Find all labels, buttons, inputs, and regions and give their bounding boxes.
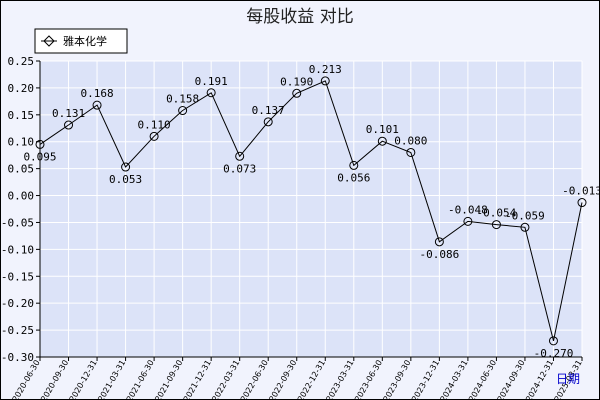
data-point — [178, 106, 188, 116]
data-label: 0.056 — [337, 171, 370, 184]
x-tick-label: 2022-12-31 — [296, 359, 327, 400]
y-tick-label: 0.10 — [8, 136, 35, 149]
y-tick-label: 0.25 — [8, 55, 35, 68]
data-label: 0.101 — [366, 123, 399, 136]
legend: 雅本化学 — [34, 28, 128, 54]
data-point — [35, 139, 45, 149]
data-label: 0.110 — [138, 118, 171, 131]
series-polyline — [39, 80, 583, 342]
data-label: -0.048 — [448, 203, 488, 216]
data-label: -0.059 — [505, 209, 545, 222]
legend-label: 雅本化学 — [63, 34, 107, 48]
x-tick-label: 2020-09-30 — [39, 359, 70, 400]
x-tick-label: 2021-12-31 — [182, 359, 213, 400]
data-label: -0.270 — [534, 347, 574, 360]
x-tick-label: 2020-12-31 — [68, 359, 99, 400]
data-point — [491, 220, 501, 230]
x-tick-label: 2024-09-30 — [496, 359, 527, 400]
data-labels: 0.095 0.131 0.168 0.053 0.110 0.158 0.191 0.073… — [23, 63, 600, 360]
data-label: 0.131 — [52, 107, 85, 120]
x-tick-label: 2024-12-31 — [524, 359, 555, 400]
data-point — [577, 198, 587, 208]
data-label: -0.013 — [562, 185, 600, 198]
y-tick-label: -0.15 — [1, 270, 34, 283]
plot-area — [40, 61, 582, 357]
data-point — [463, 216, 473, 226]
y-tick-label: -0.25 — [1, 324, 34, 337]
x-tick-label: 2023-09-30 — [382, 359, 413, 400]
y-tick-label: 0.05 — [8, 163, 35, 176]
data-point — [235, 151, 245, 161]
data-label: 0.190 — [280, 75, 313, 88]
x-tick-label: 2024-03-31 — [439, 359, 470, 400]
x-tick-label: 2024-06-30 — [467, 358, 498, 400]
data-point — [64, 120, 74, 130]
data-point — [406, 147, 416, 157]
y-tick-label: -0.10 — [1, 243, 34, 256]
y-tick-label: 0.15 — [8, 109, 35, 122]
data-point — [434, 237, 444, 247]
y-tick-label: -0.20 — [1, 297, 34, 310]
data-label: -0.054 — [477, 207, 517, 220]
data-point — [149, 131, 159, 141]
data-label: 0.137 — [252, 104, 285, 117]
data-label: 0.053 — [109, 173, 142, 186]
data-point — [121, 162, 131, 172]
x-tick-label: 2023-12-31 — [410, 359, 441, 400]
axes — [39, 61, 582, 358]
y-tick-label: -0.30 — [1, 351, 34, 364]
data-label: 0.080 — [394, 134, 427, 147]
data-point — [263, 117, 273, 127]
data-label: 0.191 — [195, 75, 228, 88]
data-point — [548, 336, 558, 346]
data-point — [520, 222, 530, 232]
x-tick-label: 2023-06-30 — [353, 359, 384, 400]
data-point — [292, 88, 302, 98]
legend-diamond-icon — [43, 35, 55, 47]
x-tick-label: 2022-09-30 — [267, 359, 298, 400]
x-tick-label: 2023-03-31 — [324, 359, 355, 400]
data-label: 0.158 — [166, 93, 199, 106]
data-point — [320, 76, 330, 86]
data-label: 0.073 — [223, 162, 256, 175]
y-tick-label: 0.20 — [8, 82, 35, 95]
y-tick-label: 0.00 — [8, 190, 35, 203]
data-label: -0.086 — [419, 248, 459, 261]
x-tick-label: 2021-03-31 — [96, 359, 127, 400]
chart-title: 每股收益 对比 — [246, 7, 353, 27]
y-tick-label: -0.05 — [1, 216, 34, 229]
x-tick-label: 2022-06-30 — [239, 359, 270, 400]
data-label: 0.213 — [309, 63, 342, 76]
x-tick-label: 2022-03-31 — [210, 359, 241, 400]
series-line — [39, 80, 583, 342]
x-tick-label: 2021-09-30 — [153, 359, 184, 400]
data-point — [92, 100, 102, 110]
x-tick-label: 2021-06-30 — [125, 359, 156, 400]
data-point — [349, 160, 359, 170]
x-tick-label: 2020-06-30 — [11, 359, 42, 400]
series-points — [35, 76, 587, 346]
data-point — [206, 88, 216, 98]
y-tick-labels: 0.25 0.20 0.15 0.10 0.05 0.00 -0.05 -0.10 -0.15 -… — [1, 55, 40, 364]
data-point — [377, 136, 387, 146]
data-label: 0.168 — [80, 87, 113, 100]
x-tick-labels: 2020-06-302020-09-302020-12-312021-03-31… — [11, 357, 584, 400]
data-label: 0.095 — [23, 150, 56, 163]
x-axis-label: 日期 — [556, 372, 580, 386]
